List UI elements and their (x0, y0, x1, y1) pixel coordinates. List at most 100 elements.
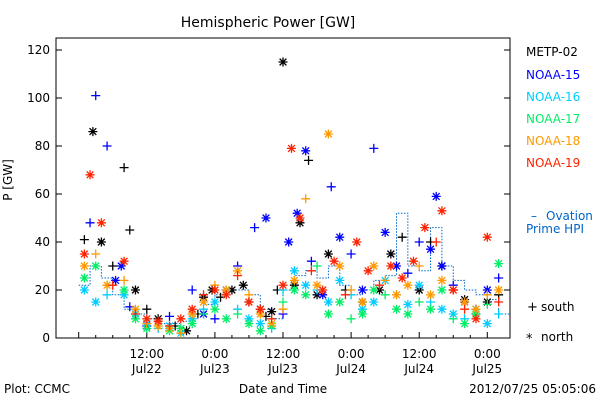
south-marker (346, 249, 356, 259)
legend-item-noaa-17: NOAA-17 (526, 112, 580, 126)
south-marker (91, 91, 101, 101)
north-marker (153, 321, 163, 331)
north-marker (88, 127, 98, 137)
y-tick-label: 100 (27, 91, 50, 105)
north-marker (357, 285, 367, 295)
south-marker (142, 304, 152, 314)
north-marker (244, 319, 254, 329)
north-marker (255, 304, 265, 314)
north-marker (392, 290, 401, 300)
north-marker (261, 213, 271, 223)
north-marker (403, 309, 413, 319)
north-marker (335, 232, 345, 242)
north-marker (130, 285, 140, 295)
north-marker (91, 297, 101, 307)
south-marker (312, 261, 322, 271)
south-marker (233, 309, 243, 319)
north-marker (79, 273, 89, 283)
north-marker (182, 326, 192, 336)
north-marker (431, 191, 441, 201)
south-marker (482, 299, 492, 309)
north-marker (289, 275, 299, 285)
north-marker (323, 297, 333, 307)
north-marker (312, 290, 322, 300)
south-marker (119, 275, 129, 285)
north-marker (369, 261, 379, 271)
south-marker (306, 266, 316, 276)
south-marker (460, 304, 470, 314)
south-marker (494, 297, 504, 307)
north-marker (482, 232, 492, 242)
north-marker (111, 275, 121, 285)
x-tick-time-label: 12:00 (130, 347, 165, 361)
south-marker (380, 275, 390, 285)
x-tick-time-label: 12:00 (266, 347, 301, 361)
north-marker (79, 285, 89, 295)
north-marker (287, 143, 297, 153)
south-marker (278, 304, 288, 314)
x-tick-time-label: 0:00 (338, 347, 365, 361)
north-marker (130, 314, 140, 324)
north-marker (96, 237, 106, 247)
north-marker (210, 297, 220, 307)
y-tick-label: 120 (27, 43, 50, 57)
x-axis-label: Date and Time (239, 382, 327, 396)
south-marker (346, 285, 356, 295)
south-marker (102, 290, 112, 300)
north-marker (323, 309, 333, 319)
north-marker (409, 256, 419, 266)
north-marker (301, 290, 311, 300)
south-marker (304, 155, 314, 165)
north-marker (318, 290, 328, 300)
south-marker (306, 256, 316, 266)
north-marker (176, 323, 186, 333)
chart-title: Hemispheric Power [GW] (181, 15, 356, 31)
north-marker (292, 208, 302, 218)
south-marker (326, 182, 336, 192)
north-marker (91, 261, 101, 271)
north-marker (323, 129, 333, 139)
north-marker (471, 309, 481, 319)
north-marker (426, 304, 436, 314)
north-marker (437, 304, 447, 314)
north-marker (278, 57, 288, 67)
x-tick-date-label: Jul23 (267, 362, 298, 376)
north-marker (323, 249, 333, 259)
north-marker (255, 319, 265, 329)
north-marker (414, 280, 424, 290)
north-marker (392, 304, 401, 314)
north-marker (119, 256, 129, 266)
north-marker (426, 290, 436, 300)
north-marker (386, 261, 396, 271)
south-marker (130, 309, 140, 319)
x-tick-date-label: Jul25 (471, 362, 502, 376)
plot-timestamp: 2012/07/25 05:05:06 (469, 382, 596, 396)
data-points (79, 57, 504, 338)
x-tick-date-label: Jul23 (199, 362, 230, 376)
south-marker (380, 290, 390, 300)
south-marker (448, 314, 458, 324)
north-marker (142, 314, 152, 324)
north-marker (187, 304, 197, 314)
north-marker (392, 261, 401, 271)
south-marker (108, 280, 118, 290)
north-marker (318, 285, 328, 295)
south-marker (233, 271, 243, 281)
x-tick-time-label: 0:00 (201, 347, 228, 361)
south-marker (340, 290, 350, 300)
legend-item-metp-02: METP-02 (526, 45, 578, 59)
legend-ovation-line1: Ovation (546, 209, 593, 223)
north-marker (369, 285, 379, 295)
north-marker (187, 319, 197, 329)
north-marker (116, 261, 126, 271)
legend-south-label: south (541, 300, 575, 314)
north-marker (119, 290, 129, 300)
south-marker (125, 225, 135, 235)
north-marker (79, 261, 89, 271)
north-marker (357, 309, 367, 319)
plot-credit: Plot: CCMC (4, 382, 70, 396)
north-marker (420, 223, 430, 233)
north-marker (244, 297, 254, 307)
y-axis-label: P [GW] (1, 159, 15, 201)
